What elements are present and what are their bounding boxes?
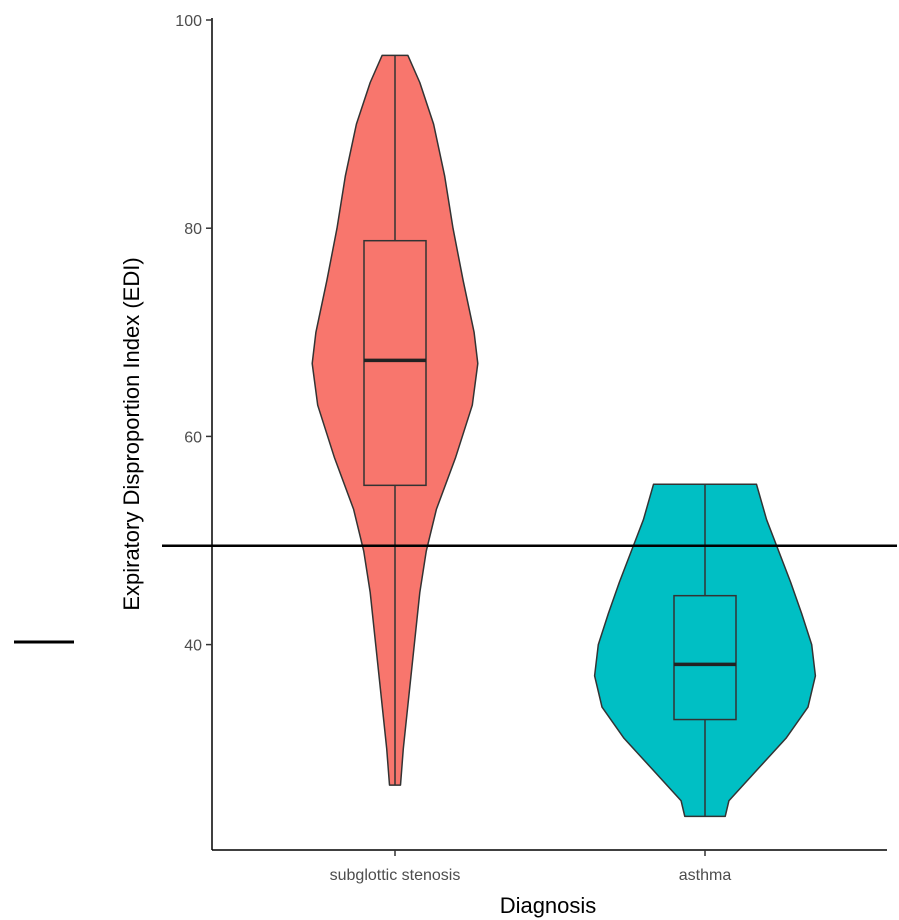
x-tick-label: subglottic stenosis <box>330 867 461 884</box>
violin-layer <box>311 54 817 818</box>
violin-group <box>311 54 479 786</box>
y-tick-label: 40 <box>184 638 202 655</box>
y-tick-label: 80 <box>184 221 202 238</box>
box <box>673 594 737 721</box>
x-axis-title: Diagnosis <box>500 893 597 918</box>
box <box>363 239 427 487</box>
y-tick-label: 100 <box>175 13 202 30</box>
x-tick-label: asthma <box>679 867 732 884</box>
violin-group <box>593 483 817 818</box>
axes: 40 60 80 100 subglottic stenosis asthma <box>175 13 887 884</box>
violin-shape <box>593 483 817 818</box>
violin-shape <box>311 54 479 786</box>
y-axis-title: Expiratory Disproportion Index (EDI) <box>119 257 144 610</box>
y-tick-label: 60 <box>184 429 202 446</box>
